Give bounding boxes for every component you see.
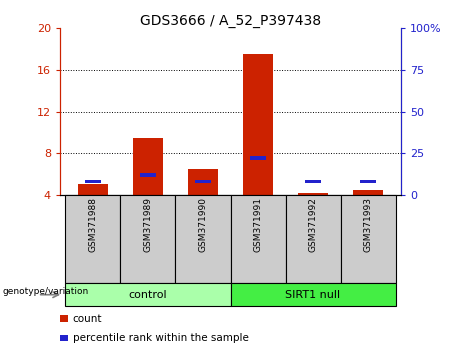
- Text: control: control: [129, 290, 167, 300]
- Bar: [305, 179, 321, 183]
- Bar: [85, 179, 101, 183]
- Text: GSM371992: GSM371992: [308, 198, 318, 252]
- Text: GSM371991: GSM371991: [254, 198, 262, 252]
- Text: genotype/variation: genotype/variation: [2, 287, 89, 296]
- Bar: [243, 54, 273, 195]
- Text: GSM371988: GSM371988: [89, 198, 97, 252]
- Bar: [188, 169, 218, 195]
- Bar: [360, 179, 376, 183]
- Text: GSM371990: GSM371990: [199, 198, 207, 252]
- Bar: [140, 173, 156, 177]
- Bar: [298, 193, 328, 195]
- Text: SIRT1 null: SIRT1 null: [285, 290, 341, 300]
- Text: percentile rank within the sample: percentile rank within the sample: [73, 333, 249, 343]
- Text: GSM371993: GSM371993: [364, 198, 372, 252]
- Text: GSM371989: GSM371989: [143, 198, 153, 252]
- Text: GDS3666 / A_52_P397438: GDS3666 / A_52_P397438: [140, 14, 321, 28]
- Bar: [78, 184, 108, 195]
- Bar: [195, 179, 211, 183]
- Text: count: count: [73, 314, 102, 324]
- Bar: [133, 137, 163, 195]
- Bar: [250, 156, 266, 160]
- Bar: [353, 189, 383, 195]
